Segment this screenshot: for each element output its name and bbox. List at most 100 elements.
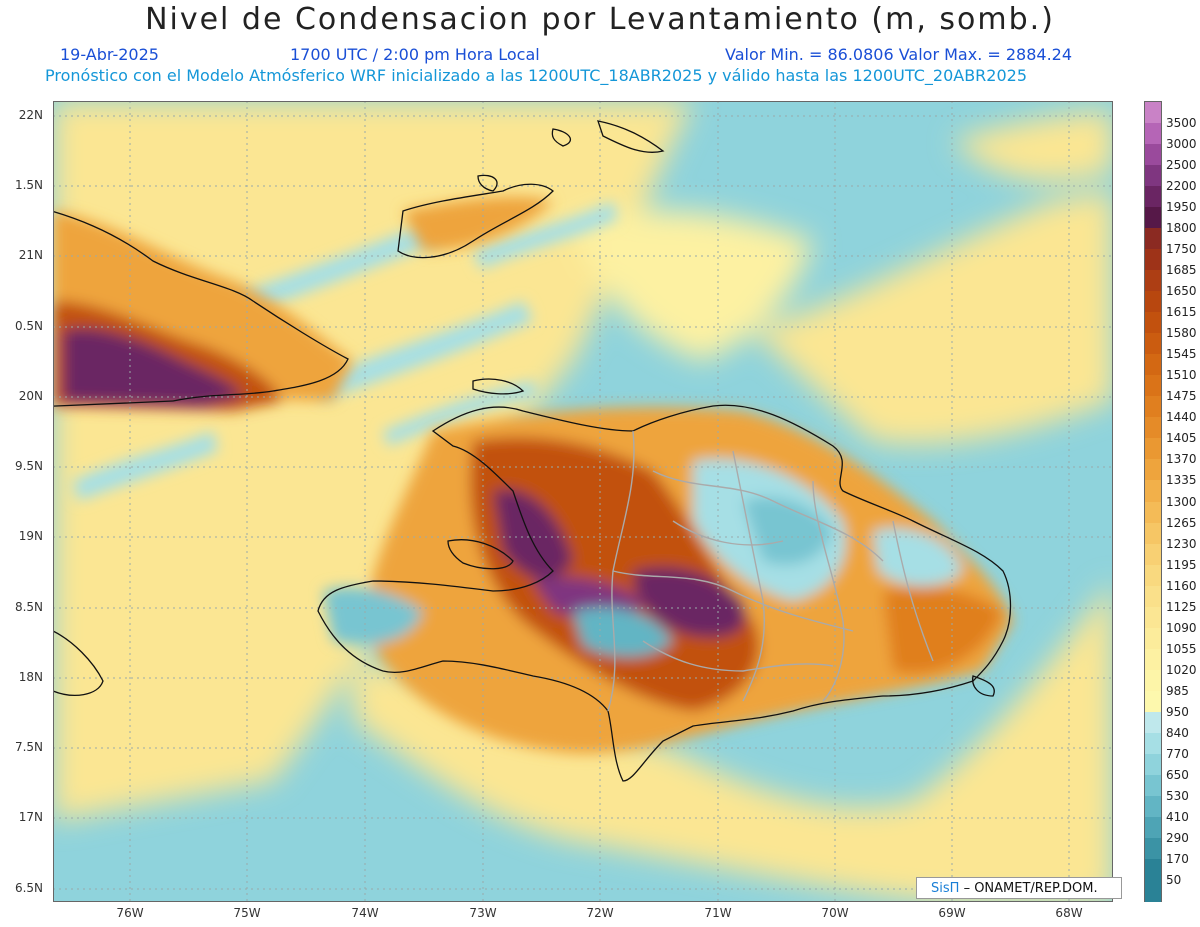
legend-swatch xyxy=(1145,396,1161,418)
lon-label: 76W xyxy=(116,906,144,920)
legend-swatch xyxy=(1145,879,1161,902)
lat-label: 7.5N xyxy=(14,740,43,754)
legend-label: 950 xyxy=(1166,704,1189,719)
lat-label: 20N xyxy=(18,389,43,403)
lon-label: 69W xyxy=(938,906,966,920)
legend-label: 2500 xyxy=(1166,158,1197,173)
legend-swatch xyxy=(1145,648,1161,671)
lon-label: 74W xyxy=(351,906,379,920)
legend-label: 1300 xyxy=(1166,494,1197,509)
legend-label: 1370 xyxy=(1166,452,1197,467)
legend-swatch xyxy=(1145,144,1161,166)
legend-label: 1950 xyxy=(1166,200,1197,215)
legend-swatch xyxy=(1145,501,1161,524)
legend-swatch xyxy=(1145,228,1161,250)
lat-label: 1.5N xyxy=(14,178,43,192)
legend-label: 1800 xyxy=(1166,221,1197,236)
legend-label: 1475 xyxy=(1166,389,1197,404)
legend-label: 2200 xyxy=(1166,179,1197,194)
legend-label: 410 xyxy=(1166,809,1189,824)
legend-swatch xyxy=(1145,417,1161,440)
legend-swatch xyxy=(1145,816,1161,839)
legend-swatch xyxy=(1145,207,1161,229)
coastlines xyxy=(53,120,1012,782)
legend-label: 1160 xyxy=(1166,578,1197,593)
legend-label: 1440 xyxy=(1166,410,1197,425)
lat-label: 18N xyxy=(18,670,43,684)
legend-swatch xyxy=(1145,165,1161,187)
credit-box: SisΠ – ONAMET/REP.DOM. xyxy=(916,877,1122,899)
lon-label: 71W xyxy=(704,906,732,920)
legend-swatch xyxy=(1145,690,1161,713)
min-max-values: Valor Min. = 86.0806 Valor Max. = 2884.2… xyxy=(725,45,1073,64)
legend-swatch xyxy=(1145,123,1161,145)
legend-swatch xyxy=(1145,753,1161,776)
legend-swatch xyxy=(1145,732,1161,755)
legend-swatch xyxy=(1145,795,1161,818)
legend-swatch xyxy=(1145,186,1161,208)
legend-label: 1335 xyxy=(1166,473,1197,488)
legend-swatch xyxy=(1145,459,1161,482)
legend-label: 170 xyxy=(1166,851,1189,866)
legend-label: 1580 xyxy=(1166,326,1197,341)
chart-title: Nivel de Condensacion por Levantamiento … xyxy=(145,2,1055,37)
legend-swatch xyxy=(1145,606,1161,629)
credit-brand: SisΠ xyxy=(931,881,960,896)
legend-label: 3500 xyxy=(1166,116,1197,131)
legend-label: 1405 xyxy=(1166,431,1197,446)
legend-swatch xyxy=(1145,291,1161,313)
lat-label: 9.5N xyxy=(14,459,43,473)
legend-swatch xyxy=(1145,102,1161,124)
legend-swatch xyxy=(1145,375,1161,397)
forecast-time: 1700 UTC / 2:00 pm Hora Local xyxy=(290,45,540,64)
lon-label: 68W xyxy=(1055,906,1083,920)
legend-swatch xyxy=(1145,837,1161,860)
legend-swatch xyxy=(1145,858,1161,881)
map-frame xyxy=(53,101,1113,902)
legend-swatch xyxy=(1145,354,1161,376)
legend-label: 840 xyxy=(1166,725,1189,740)
map-area xyxy=(53,101,1113,902)
legend-swatch xyxy=(1145,312,1161,334)
legend-swatch xyxy=(1145,585,1161,608)
lon-label: 70W xyxy=(821,906,849,920)
legend-label: 1615 xyxy=(1166,305,1197,320)
legend-swatch xyxy=(1145,774,1161,797)
model-description: Pronóstico con el Modelo Atmósferico WRF… xyxy=(45,66,1028,85)
legend-swatch xyxy=(1145,333,1161,355)
lat-label: 22N xyxy=(18,108,43,122)
legend-label: 985 xyxy=(1166,683,1189,698)
lat-label: 8.5N xyxy=(14,600,43,614)
legend-swatch xyxy=(1145,522,1161,545)
legend-label: 1125 xyxy=(1166,599,1197,614)
legend-label: 1090 xyxy=(1166,620,1197,635)
lcl-shading-hispaniola xyxy=(323,407,1013,754)
legend-label: 770 xyxy=(1166,746,1189,761)
legend-label: 530 xyxy=(1166,788,1189,803)
legend-label: 1265 xyxy=(1166,515,1197,530)
lon-label: 72W xyxy=(586,906,614,920)
legend-label: 1230 xyxy=(1166,536,1197,551)
legend-swatch xyxy=(1145,669,1161,692)
legend-label: 1055 xyxy=(1166,641,1197,656)
legend-swatch xyxy=(1145,627,1161,650)
lat-label: 21N xyxy=(18,248,43,262)
legend-label: 1510 xyxy=(1166,368,1197,383)
forecast-date: 19-Abr-2025 xyxy=(60,45,159,64)
lon-label: 73W xyxy=(469,906,497,920)
lat-label: 17N xyxy=(18,810,43,824)
legend-swatch xyxy=(1145,270,1161,292)
legend-swatch xyxy=(1145,711,1161,734)
legend-swatch xyxy=(1145,564,1161,587)
legend-label: 650 xyxy=(1166,767,1189,782)
province-boundaries xyxy=(607,430,934,712)
legend-label: 1650 xyxy=(1166,284,1197,299)
legend-label: 1685 xyxy=(1166,263,1197,278)
legend-label: 1750 xyxy=(1166,242,1197,257)
legend-label: 50 xyxy=(1166,872,1182,887)
color-legend xyxy=(1144,101,1162,902)
lat-label: 6.5N xyxy=(14,881,43,895)
legend-label: 1195 xyxy=(1166,557,1197,572)
legend-label: 3000 xyxy=(1166,137,1197,152)
legend-swatch xyxy=(1145,480,1161,503)
